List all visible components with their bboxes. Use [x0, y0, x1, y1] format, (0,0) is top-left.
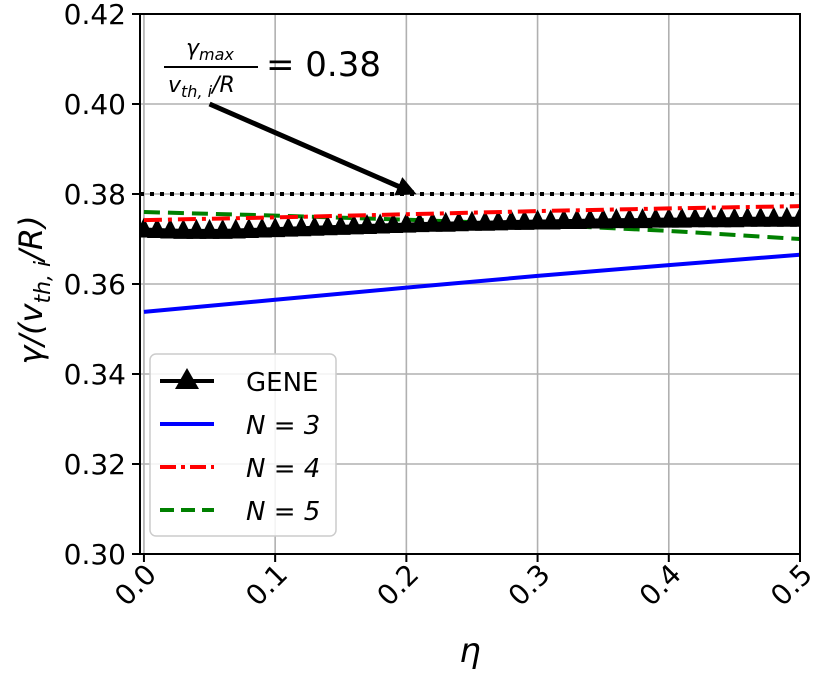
- gene-marker: [619, 208, 640, 229]
- x-axis-ticks: 0.0 0.1 0.2 0.3 0.4 0.5: [108, 554, 819, 612]
- gene-marker: [658, 207, 679, 228]
- series-line-n3: [143, 252, 800, 314]
- annotation-numerator-sub: max: [199, 45, 234, 64]
- x-tick-label: 0.2: [370, 558, 425, 613]
- gene-marker: [383, 213, 404, 234]
- x-tick-label: 0.5: [764, 558, 819, 613]
- gene-marker: [343, 214, 364, 235]
- gene-marker: [238, 218, 259, 238]
- gene-marker: [685, 207, 706, 228]
- annotation-denominator: v: [168, 73, 182, 98]
- gene-marker: [763, 206, 784, 227]
- gene-marker: [776, 206, 797, 227]
- y-tick-label: 0.30: [64, 538, 126, 571]
- gene-marker: [147, 218, 168, 238]
- gene-marker: [435, 211, 456, 232]
- legend-label-n3: N = 3: [246, 411, 320, 441]
- series-line-n4: [143, 204, 800, 223]
- gene-marker: [580, 208, 601, 229]
- gene-marker: [514, 209, 535, 230]
- annotation: γmax vth, i/R = 0.38: [164, 36, 417, 196]
- gene-marker: [422, 211, 443, 232]
- gene-marker: [186, 218, 207, 239]
- legend-entry-n3: N = 3: [160, 411, 320, 441]
- x-tick-label: 0.4: [633, 558, 688, 613]
- gene-marker: [370, 213, 391, 234]
- gene-marker: [790, 206, 800, 227]
- gene-marker: [540, 209, 561, 230]
- y-tick-label: 0.40: [64, 88, 126, 121]
- gene-marker: [475, 210, 496, 231]
- gene-marker: [553, 209, 574, 229]
- x-tick-label: 0.1: [239, 558, 294, 613]
- annotation-numerator: γ: [186, 36, 200, 61]
- gene-marker: [711, 207, 732, 228]
- gene-marker: [212, 218, 233, 239]
- gene-marker: [304, 215, 325, 236]
- gene-marker: [173, 218, 194, 239]
- legend-gene-marker: [175, 368, 199, 389]
- legend-entry-n5: N = 5: [160, 497, 320, 527]
- gene-marker: [737, 206, 758, 227]
- y-axis-label-main: γ/(v: [12, 302, 50, 364]
- gene-marker: [671, 207, 692, 228]
- gene-marker: [396, 212, 417, 233]
- legend-entry-gene: GENE: [160, 368, 318, 398]
- gene-marker: [750, 206, 771, 227]
- x-tick-label: 0.3: [502, 558, 557, 613]
- svg-text:γmax: γmax: [186, 36, 234, 64]
- gene-marker: [593, 208, 614, 229]
- gene-marker: [330, 214, 351, 235]
- y-tick-label: 0.32: [64, 448, 126, 481]
- annotation-arrow: [208, 101, 417, 196]
- series-group: [140, 204, 800, 314]
- gene-marker: [409, 212, 430, 233]
- gene-marker: [278, 216, 299, 237]
- y-tick-label: 0.38: [64, 178, 126, 211]
- gene-marker: [160, 218, 181, 239]
- annotation-value: = 0.38: [266, 45, 381, 85]
- legend-box: [149, 353, 337, 537]
- gene-marker: [265, 217, 286, 238]
- y-axis-label-tail: /R): [12, 215, 50, 264]
- gene-marker: [566, 209, 587, 229]
- legend: GENE N = 3 N = 4 N = 5: [149, 353, 337, 537]
- gene-marker: [225, 218, 246, 239]
- legend-label-n5: N = 5: [246, 497, 320, 527]
- legend-label-n4: N = 4: [246, 454, 320, 484]
- y-tick-label: 0.34: [64, 358, 126, 391]
- legend-label-gene: GENE: [246, 368, 318, 398]
- svg-text:vth, i/R: vth, i/R: [168, 73, 235, 101]
- y-tick-label: 0.36: [64, 268, 126, 301]
- y-axis-ticks: 0.30 0.32 0.34 0.36 0.38 0.40 0.42: [64, 0, 140, 571]
- series-line-n5: [143, 210, 800, 241]
- gene-marker: [488, 210, 509, 231]
- x-axis-label: η: [459, 631, 481, 671]
- legend-entry-n4: N = 4: [160, 454, 320, 484]
- gene-marker: [501, 209, 522, 230]
- y-axis-label: γ/(vth, i/R): [12, 215, 56, 364]
- y-tick-label: 0.42: [64, 0, 126, 31]
- gene-marker: [461, 210, 482, 231]
- annotation-denominator-sub: th, i: [181, 82, 213, 101]
- gene-marker: [632, 208, 653, 229]
- gene-marker: [606, 208, 627, 229]
- gene-marker: [448, 211, 469, 232]
- gene-marker: [698, 207, 719, 228]
- gene-marker: [724, 207, 745, 228]
- gene-marker: [199, 218, 220, 239]
- gene-marker: [291, 216, 312, 237]
- annotation-denominator-tail: /R: [210, 73, 235, 98]
- gene-marker: [317, 215, 338, 236]
- y-axis-label-sub: th, i: [31, 261, 56, 304]
- gene-marker: [527, 209, 548, 230]
- gene-marker: [252, 217, 273, 238]
- gene-marker: [356, 213, 377, 234]
- gene-marker: [645, 207, 666, 228]
